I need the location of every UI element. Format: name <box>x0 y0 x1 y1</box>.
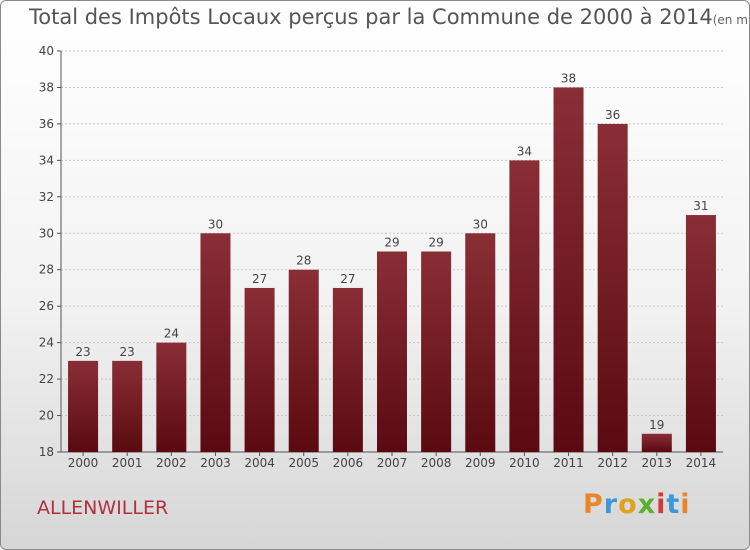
commune-name: ALLENWILLER <box>37 497 169 519</box>
chart-title-text: Total des Impôts Locaux perçus par la Co… <box>29 5 713 29</box>
x-tick-label-2000: 2000 <box>68 456 99 470</box>
logo-letter: o <box>618 489 638 520</box>
x-tick-label-2011: 2011 <box>553 456 584 470</box>
logo-letter: i <box>656 489 667 520</box>
bar-2014[interactable] <box>685 215 716 452</box>
bar-2006[interactable] <box>332 287 363 452</box>
bar-2003[interactable] <box>200 233 231 452</box>
data-label-2013: 19 <box>649 418 664 432</box>
y-tick-label: 28 <box>39 263 54 277</box>
data-label-2012: 36 <box>605 108 620 122</box>
y-tick-label: 24 <box>39 336 54 350</box>
y-tick-label: 32 <box>39 190 54 204</box>
y-tick-label: 22 <box>39 372 54 386</box>
y-tick-label: 40 <box>39 44 54 58</box>
data-label-2002: 24 <box>164 327 179 341</box>
data-label-2003: 30 <box>208 217 223 231</box>
bar-2001[interactable] <box>112 360 143 452</box>
x-tick-label-2007: 2007 <box>377 456 408 470</box>
data-label-2010: 34 <box>517 144 532 158</box>
x-tick-label-2003: 2003 <box>200 456 231 470</box>
bar-2010[interactable] <box>509 160 540 452</box>
chart-title: Total des Impôts Locaux perçus par la Co… <box>29 5 750 29</box>
bar-2009[interactable] <box>465 233 496 452</box>
x-tick-label-2005: 2005 <box>288 456 319 470</box>
x-tick-label-2009: 2009 <box>465 456 496 470</box>
x-tick-label-2001: 2001 <box>112 456 143 470</box>
data-label-2014: 31 <box>693 199 708 213</box>
bar-2012[interactable] <box>597 123 628 452</box>
x-tick-label-2002: 2002 <box>156 456 187 470</box>
proxiti-logo[interactable]: Proxiti <box>583 489 691 520</box>
logo-letter: t <box>666 489 681 520</box>
data-label-2009: 30 <box>473 217 488 231</box>
bar-2013[interactable] <box>641 433 672 452</box>
data-label-2011: 38 <box>561 71 576 85</box>
x-tick-label-2010: 2010 <box>509 456 540 470</box>
y-tick-label: 36 <box>39 117 54 131</box>
bar-2008[interactable] <box>421 251 452 453</box>
y-tick-label: 30 <box>39 226 54 240</box>
x-tick-label-2008: 2008 <box>421 456 452 470</box>
x-tick-label-2004: 2004 <box>244 456 275 470</box>
bar-2000[interactable] <box>68 360 99 452</box>
x-tick-label-2014: 2014 <box>686 456 717 470</box>
y-tick-label: 20 <box>39 409 54 423</box>
logo-letter: r <box>603 489 619 520</box>
x-tick-label-2006: 2006 <box>333 456 364 470</box>
y-tick-label: 34 <box>39 153 54 167</box>
logo-letter: P <box>583 489 604 520</box>
y-tick-label: 38 <box>39 80 54 94</box>
y-tick-label: 26 <box>39 299 54 313</box>
logo-letter: i <box>680 489 691 520</box>
logo-letter: x <box>637 489 657 520</box>
data-label-2005: 28 <box>296 254 311 268</box>
y-tick-label: 18 <box>39 445 54 459</box>
bar-2002[interactable] <box>156 342 187 452</box>
data-label-2007: 29 <box>384 236 399 250</box>
data-label-2001: 23 <box>120 345 135 359</box>
bar-2004[interactable] <box>244 287 275 452</box>
data-label-2000: 23 <box>75 345 90 359</box>
chart-unit-note: (en milliers d'€) <box>712 13 750 27</box>
bar-2011[interactable] <box>553 87 584 453</box>
bar-2005[interactable] <box>288 269 319 452</box>
bar-2007[interactable] <box>376 251 408 453</box>
data-label-2006: 27 <box>340 272 355 286</box>
data-label-2008: 29 <box>428 236 443 250</box>
data-label-2004: 27 <box>252 272 267 286</box>
x-tick-label-2012: 2012 <box>597 456 628 470</box>
x-tick-label-2013: 2013 <box>642 456 673 470</box>
